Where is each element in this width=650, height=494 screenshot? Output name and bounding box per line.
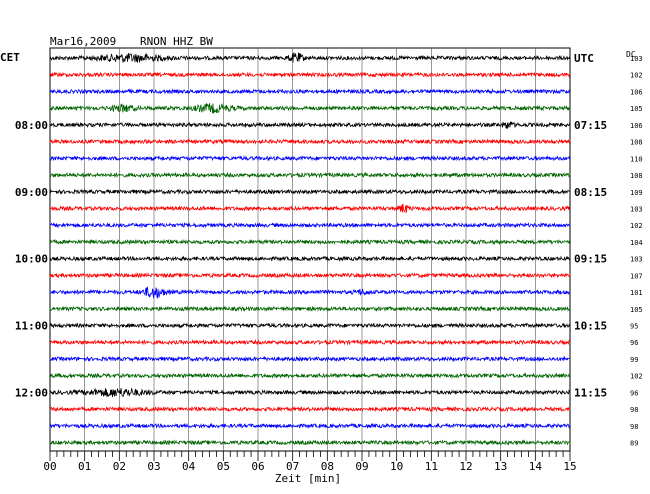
trace-line [49, 405, 571, 413]
right-time-label: 08:15 [574, 186, 607, 199]
right-time-label: 11:15 [574, 386, 607, 399]
right-time-label: 10:15 [574, 320, 607, 333]
dc-offset-label: 109 [630, 189, 643, 197]
x-tick-label: 15 [563, 460, 576, 473]
x-tick-label: 14 [529, 460, 543, 473]
trace-line [49, 121, 571, 130]
trace-line [49, 204, 571, 214]
left-time-label: 08:00 [15, 119, 48, 132]
dc-offset-label: 103 [630, 55, 643, 63]
trace-line [49, 372, 571, 379]
dc-offset-label: 102 [630, 222, 643, 230]
time-labels: 103 102 106 105 106 108 110 108 109 103 102 104 103 1… [15, 52, 643, 448]
x-tick-label: 08 [321, 460, 334, 473]
left-timezone-label: CET [0, 51, 20, 64]
dc-offset-label: 106 [630, 122, 643, 130]
dc-offset-label: 102 [630, 373, 643, 381]
left-time-label: 12:00 [15, 386, 48, 399]
dc-offset-label: 104 [630, 239, 643, 247]
chart-title-date: Mar16,2009 [50, 35, 116, 48]
dc-offset-label: 110 [630, 155, 643, 163]
dc-offset-label: 101 [630, 289, 643, 297]
dc-offset-label: 106 [630, 88, 643, 96]
dc-offset-label: 89 [630, 440, 638, 448]
trace-line [49, 355, 571, 363]
right-time-label: 09:15 [574, 253, 607, 266]
dc-offset-label: 99 [630, 356, 638, 364]
trace-line [49, 88, 570, 95]
trace-line [49, 103, 571, 114]
x-tick-label: 01 [78, 460, 91, 473]
trace-line [49, 188, 571, 196]
chart-title-station: RNON HHZ BW [140, 35, 213, 48]
dc-offset-label: 107 [630, 272, 643, 280]
left-time-label: 09:00 [15, 186, 48, 199]
x-tick-label: 04 [182, 460, 196, 473]
trace-line [49, 422, 571, 430]
trace-line [49, 387, 571, 398]
dc-offset-label: 98 [630, 406, 638, 414]
trace-line [49, 305, 571, 313]
x-tick-label: 10 [390, 460, 403, 473]
dc-offset-label: 108 [630, 139, 643, 147]
x-axis-title: Zeit [min] [275, 472, 341, 485]
trace-line [49, 238, 571, 246]
trace-line [49, 286, 571, 299]
trace-line [49, 255, 571, 262]
trace-line [49, 221, 571, 229]
grid-lines [49, 47, 571, 452]
seismic-traces [49, 52, 571, 446]
trace-line [49, 138, 571, 145]
x-tick-label: 09 [355, 460, 368, 473]
trace-line [49, 439, 571, 446]
trace-line [49, 71, 571, 79]
dc-offset-label: 108 [630, 172, 643, 180]
x-tick-label: 00 [43, 460, 56, 473]
trace-line [49, 52, 571, 63]
dc-header-label: DC [626, 50, 636, 59]
x-tick-label: 12 [459, 460, 472, 473]
right-time-label: 07:15 [574, 119, 607, 132]
trace-line [49, 171, 571, 179]
x-tick-label: 03 [147, 460, 160, 473]
x-tick-label: 07 [286, 460, 299, 473]
x-tick-label: 06 [251, 460, 264, 473]
plot-frame [49, 47, 571, 452]
x-tick-label: 02 [113, 460, 126, 473]
dc-offset-label: 103 [630, 205, 643, 213]
dc-offset-label: 96 [630, 339, 638, 347]
x-axis-ticks: 00 01 02 03 04 05 06 07 08 09 10 11 12 13 14 15 [43, 451, 577, 473]
dc-offset-label: 105 [630, 306, 643, 314]
trace-line [49, 338, 571, 346]
dc-offset-label: 95 [630, 323, 638, 331]
right-time-label: UTC [574, 52, 594, 65]
x-tick-label: 13 [494, 460, 507, 473]
trace-line [49, 272, 571, 279]
dc-offset-label: 103 [630, 256, 643, 264]
dc-offset-label: 102 [630, 72, 643, 80]
left-time-label: 11:00 [15, 320, 48, 333]
x-tick-label: 05 [217, 460, 230, 473]
trace-line [49, 322, 571, 329]
dc-offset-label: 98 [630, 423, 638, 431]
left-time-label: 10:00 [15, 253, 48, 266]
trace-line [49, 155, 571, 162]
dc-offset-label: 96 [630, 389, 638, 397]
dc-offset-label: 105 [630, 105, 643, 113]
x-tick-label: 11 [425, 460, 438, 473]
